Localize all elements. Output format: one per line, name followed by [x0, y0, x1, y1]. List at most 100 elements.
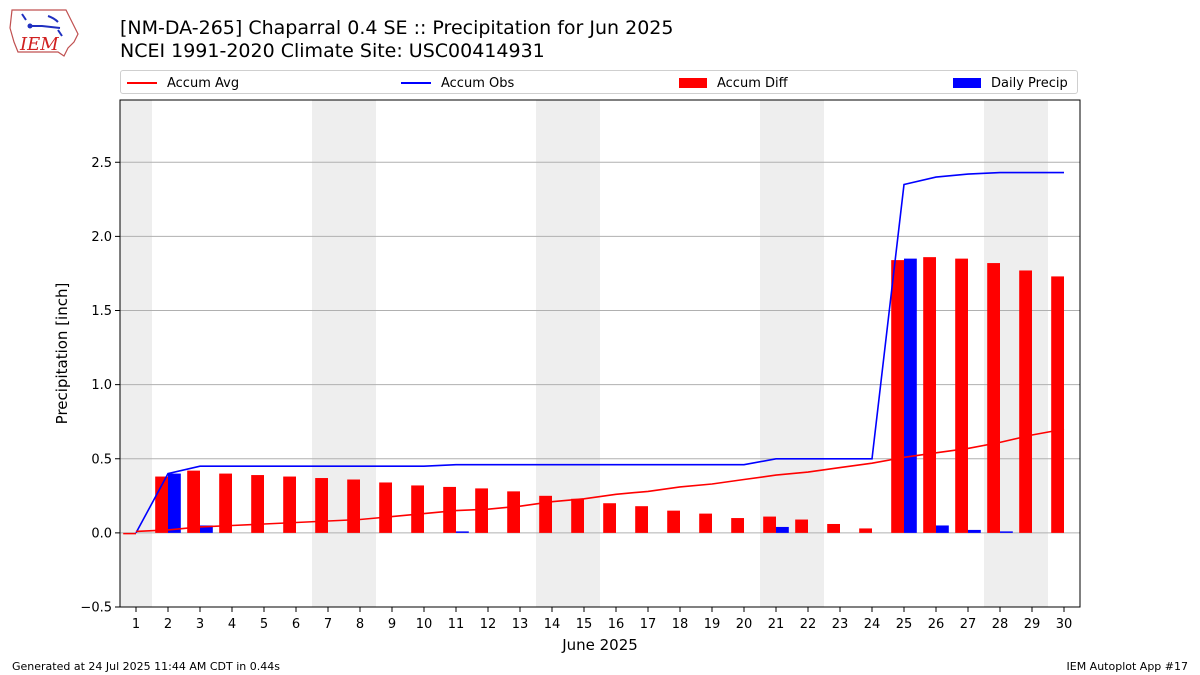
accum-diff-bar: [603, 503, 616, 533]
legend-label-daily-precip: Daily Precip: [991, 75, 1068, 91]
accum-diff-bar: [763, 516, 776, 533]
daily-precip-bar: [168, 473, 181, 533]
y-tick-label: 0.5: [91, 452, 112, 467]
legend-label-accum-avg: Accum Avg: [167, 75, 240, 91]
accum-diff-bar: [827, 523, 840, 533]
x-tick-label: 9: [388, 617, 396, 632]
x-tick-label: 5: [260, 617, 268, 632]
weekend-shade-0: [120, 100, 152, 607]
logo-text: IEM: [19, 34, 59, 55]
x-tick-label: 20: [736, 617, 753, 632]
accum-diff-bar: [987, 263, 1000, 533]
x-tick-label: 8: [356, 617, 364, 632]
iem-logo: IEM: [8, 6, 80, 60]
accum-diff-bar: [251, 475, 264, 533]
accum-diff-bar: [123, 532, 136, 535]
accum-diff-bar: [347, 479, 360, 533]
accum-diff-bar: [635, 506, 648, 533]
daily-precip-bar: [968, 529, 981, 533]
accum-diff-bar: [891, 260, 904, 533]
accum-diff-bar: [315, 478, 328, 533]
accum-diff-bar: [667, 510, 680, 533]
accum-diff-bar: [283, 476, 296, 533]
chart-title: [NM-DA-265] Chaparral 0.4 SE :: Precipit…: [120, 17, 673, 63]
accum-diff-bar: [379, 482, 392, 533]
accum-diff-bar: [219, 473, 232, 533]
legend-item-daily-precip: Daily Precip: [953, 74, 1068, 92]
x-tick-label: 14: [544, 617, 561, 632]
accum-diff-bar: [187, 470, 200, 533]
x-tick-label: 7: [324, 617, 332, 632]
legend-item-accum-obs: Accum Obs: [401, 74, 514, 92]
title-line-2: NCEI 1991-2020 Climate Site: USC00414931: [120, 40, 545, 62]
daily-precip-bar: [200, 525, 213, 533]
legend-swatch-accum-avg: [127, 82, 157, 84]
x-tick-label: 3: [196, 617, 204, 632]
y-axis-label: Precipitation [inch]: [53, 283, 71, 425]
accum-diff-bar: [731, 518, 744, 533]
y-tick-label: 2.0: [91, 230, 112, 245]
accum-obs-line: [135, 171, 1064, 534]
x-axis-label: June 2025: [561, 636, 638, 654]
legend-item-accum-avg: Accum Avg: [127, 74, 239, 92]
y-tick-label: 1.5: [91, 304, 112, 319]
daily-precip-bar: [936, 525, 949, 533]
legend-swatch-daily-precip: [953, 78, 981, 88]
accum-diff-bar: [955, 258, 968, 533]
x-tick-label: 27: [960, 617, 977, 632]
accum-diff-bar: [411, 485, 424, 533]
accum-diff-bar: [443, 486, 456, 533]
legend-swatch-accum-diff: [679, 78, 707, 88]
x-tick-label: 30: [1056, 617, 1073, 632]
x-tick-label: 6: [292, 617, 300, 632]
accum-diff-bar: [1019, 270, 1032, 533]
x-tick-label: 12: [480, 617, 497, 632]
x-tick-label: 19: [704, 617, 721, 632]
legend-item-accum-diff: Accum Diff: [679, 74, 788, 92]
daily-precip-bar: [1000, 531, 1013, 533]
x-tick-label: 29: [1024, 617, 1041, 632]
accum-diff-bar: [475, 488, 488, 533]
accum-diff-bar: [1051, 276, 1064, 533]
accum-diff-bar: [795, 519, 808, 533]
generated-timestamp: Generated at 24 Jul 2025 11:44 AM CDT in…: [12, 660, 280, 673]
accum-diff-bar: [859, 528, 872, 533]
legend-label-accum-obs: Accum Obs: [441, 75, 515, 91]
autoplot-app-label: IEM Autoplot App #17: [1066, 660, 1189, 673]
x-tick-label: 24: [864, 617, 881, 632]
x-tick-label: 1: [132, 617, 140, 632]
y-tick-label: 1.0: [91, 378, 112, 393]
x-tick-label: 2: [164, 617, 172, 632]
x-tick-label: 25: [896, 617, 913, 632]
x-tick-label: 11: [448, 617, 465, 632]
daily-precip-bar: [456, 531, 469, 533]
x-tick-label: 13: [512, 617, 529, 632]
y-tick-label: 0.0: [91, 526, 112, 541]
accum-diff-bar: [507, 491, 520, 533]
x-tick-label: 21: [768, 617, 785, 632]
accum-diff-bar: [539, 495, 552, 533]
x-tick-label: 17: [640, 617, 657, 632]
x-tick-label: 4: [228, 617, 236, 632]
accum-diff-bar: [571, 498, 584, 533]
accum-avg-line: [135, 428, 1065, 533]
legend-swatch-accum-obs: [401, 82, 431, 84]
x-tick-label: 23: [832, 617, 849, 632]
legend: Accum Avg Accum Obs Accum Diff Daily Pre…: [120, 70, 1078, 94]
x-tick-label: 22: [800, 617, 817, 632]
y-tick-label: 2.5: [91, 156, 112, 171]
title-line-1: [NM-DA-265] Chaparral 0.4 SE :: Precipit…: [120, 17, 674, 39]
x-tick-label: 16: [608, 617, 625, 632]
accum-diff-bar: [923, 257, 936, 533]
plot-frame: [119, 99, 1081, 608]
daily-precip-bar: [776, 526, 789, 533]
daily-precip-bar: [904, 258, 917, 533]
legend-label-accum-diff: Accum Diff: [717, 75, 788, 91]
iem-iowa-logo-icon: IEM: [9, 9, 79, 57]
x-tick-label: 26: [928, 617, 945, 632]
x-tick-label: 18: [672, 617, 689, 632]
x-tick-label: 15: [576, 617, 593, 632]
accum-diff-bar: [699, 513, 712, 533]
x-tick-label: 10: [416, 617, 433, 632]
